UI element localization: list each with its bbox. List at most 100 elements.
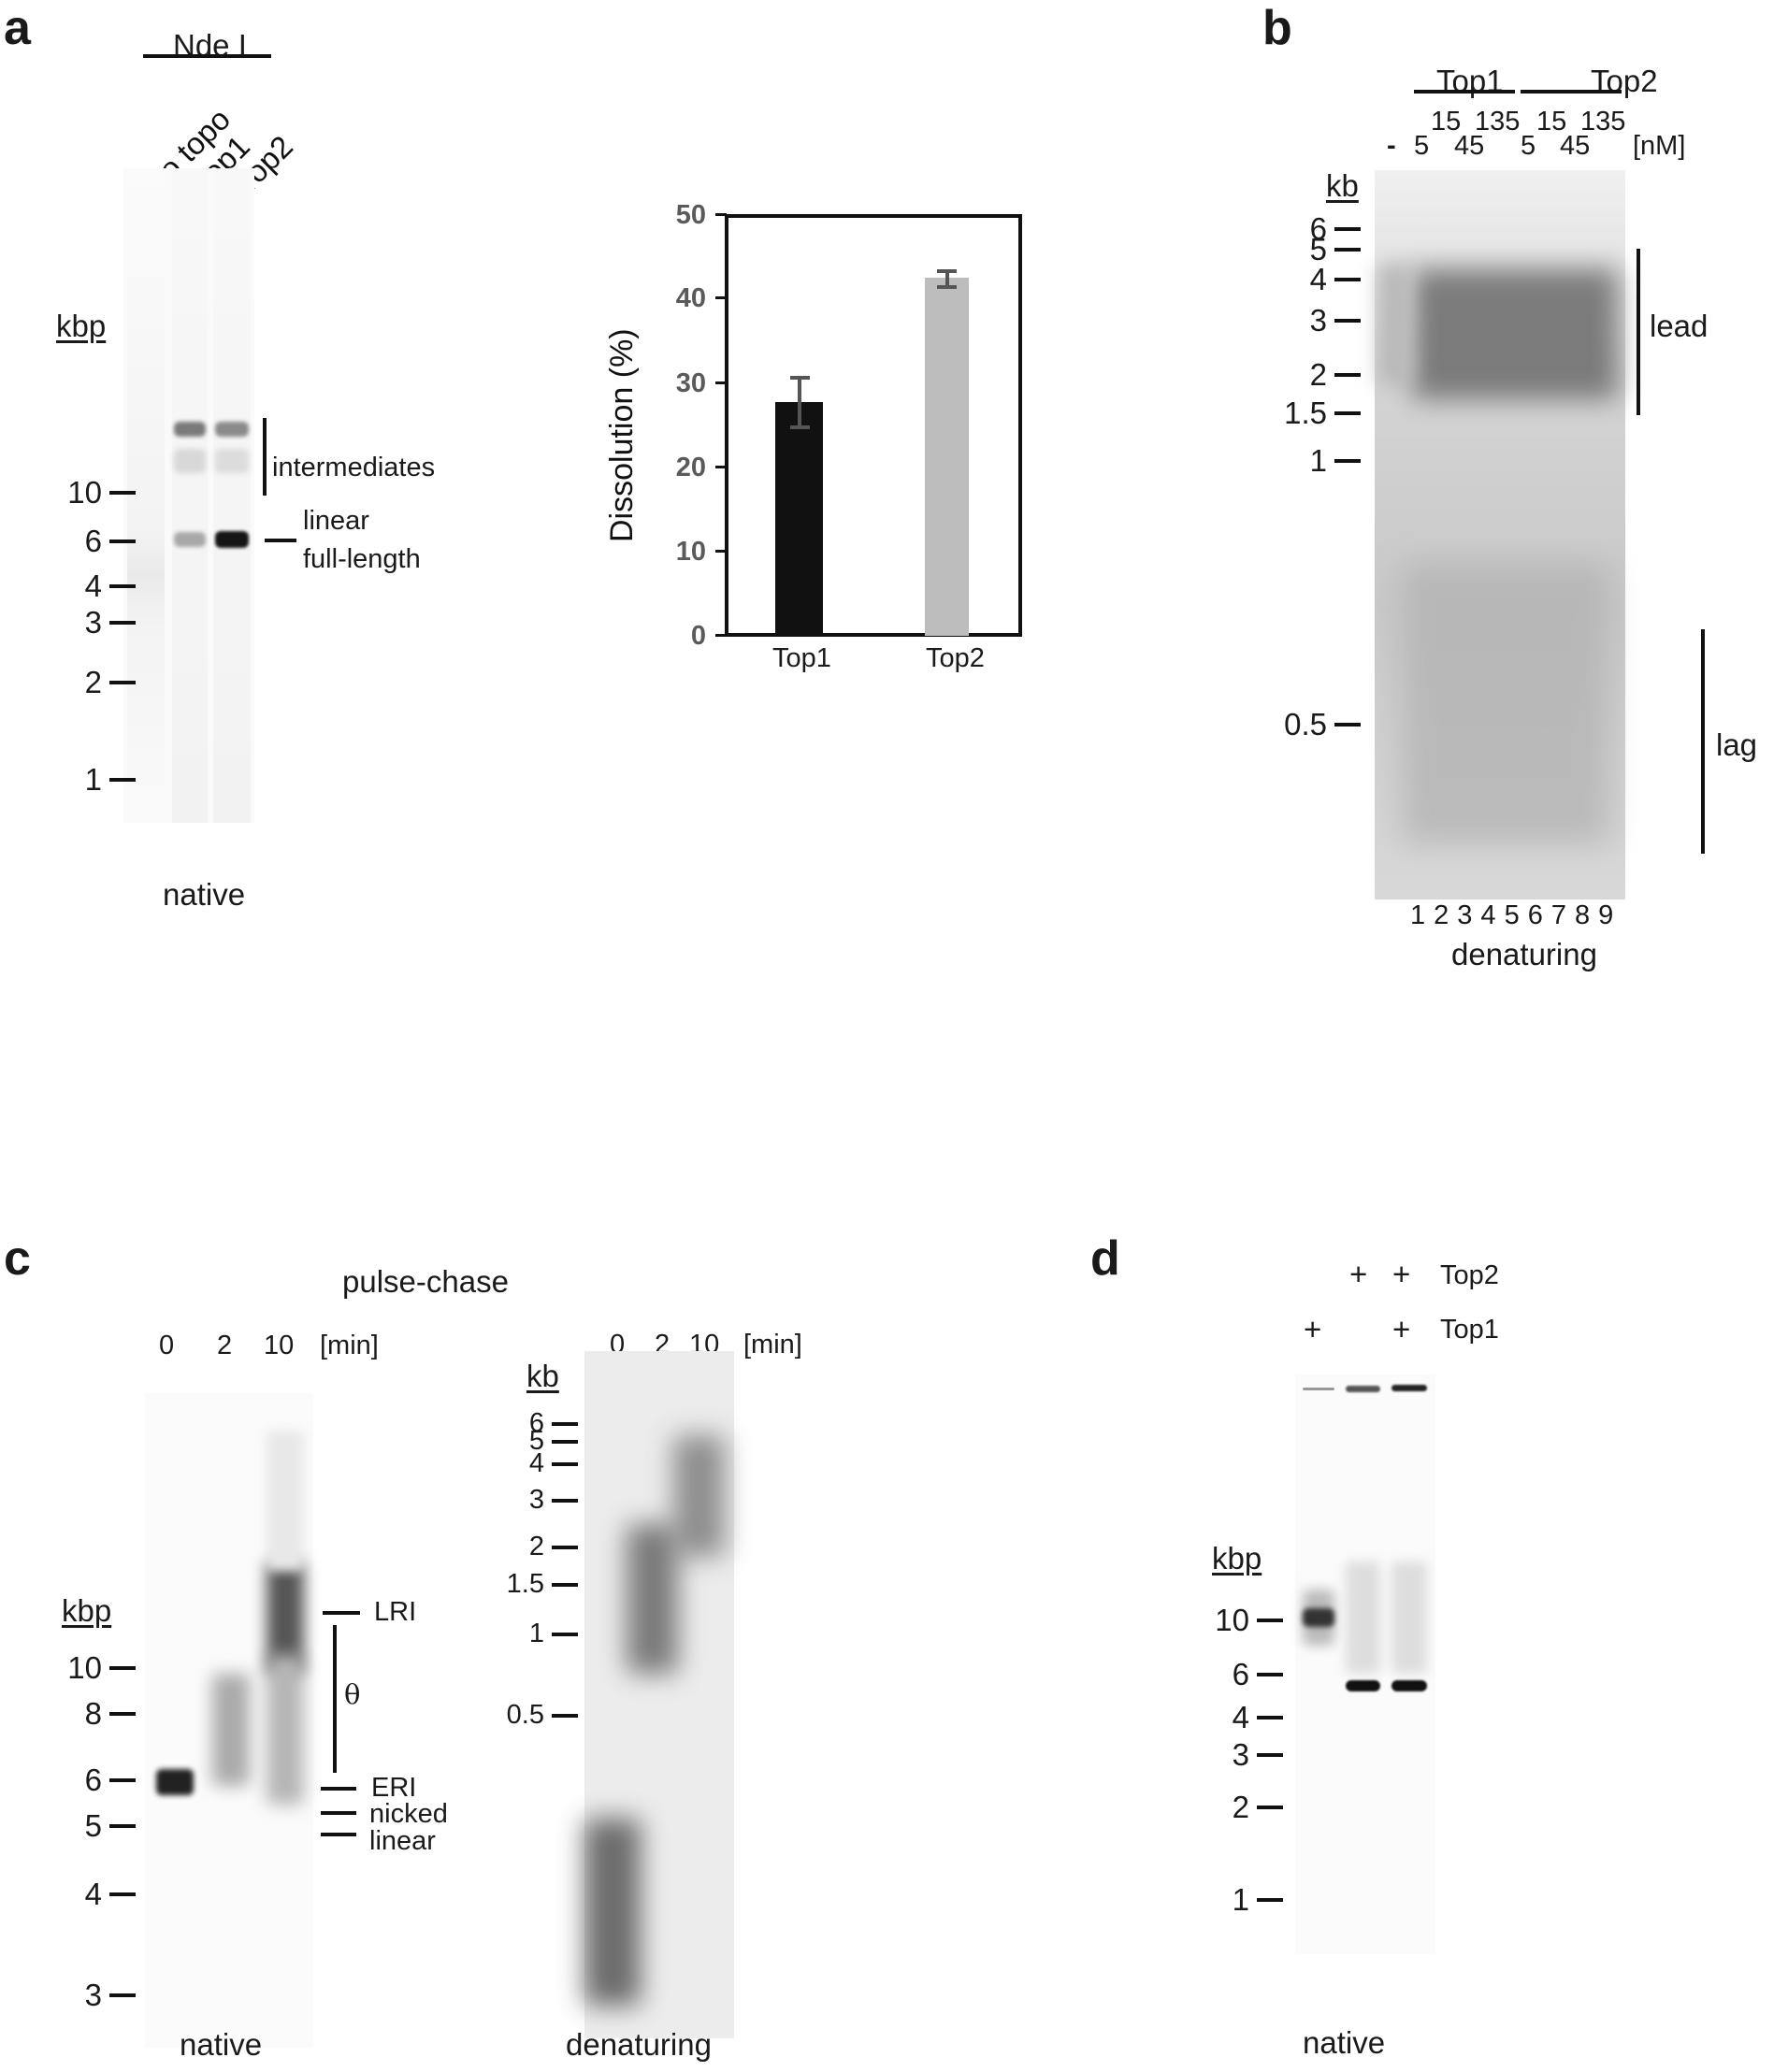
plus-top2-lane3: + xyxy=(1392,1257,1411,1291)
unit-kbp-d: kbp xyxy=(1212,1541,1262,1576)
marker-4: 4 xyxy=(486,1450,578,1477)
ytick-20 xyxy=(715,466,727,468)
marker-3: 3 xyxy=(1291,305,1361,336)
gel-type-denaturing-c: denaturing xyxy=(566,2027,712,2062)
marker-5: 5 xyxy=(486,1428,578,1455)
marker-2: 2 xyxy=(1291,359,1361,390)
ytick-label-0: 0 xyxy=(690,621,706,651)
lag-bracket xyxy=(1701,629,1705,854)
marker-10: 10 xyxy=(37,1652,136,1683)
intermediates-label: intermediates xyxy=(272,453,436,482)
ytick-10 xyxy=(715,550,727,553)
band-lane1-10kbp xyxy=(1303,1608,1334,1627)
ytick-50 xyxy=(715,213,727,216)
conc-unit: [nM] xyxy=(1633,131,1686,161)
linear-indicator-line xyxy=(265,539,296,542)
ytick-label-10: 10 xyxy=(675,537,706,567)
pulse-chase-title: pulse-chase xyxy=(342,1264,509,1299)
ytick-label-30: 30 xyxy=(675,368,706,398)
lane-top1 xyxy=(172,168,208,823)
marker-4: 4 xyxy=(1188,1702,1283,1733)
time-unit-denat: [min] xyxy=(743,1330,802,1360)
marker-4: 4 xyxy=(1291,264,1361,295)
theta-label: θ xyxy=(344,1678,361,1710)
ytick-label-40: 40 xyxy=(675,283,706,313)
ytick-30 xyxy=(715,381,727,384)
marker-1: 1 xyxy=(1188,1884,1283,1915)
conc-45-top2: 45 xyxy=(1560,131,1591,161)
band-0min xyxy=(156,1769,194,1795)
gel-native-a xyxy=(123,168,254,823)
smear-lane3 xyxy=(1391,1561,1427,1674)
marker-4: 4 xyxy=(37,570,136,601)
conc-15-top2: 15 xyxy=(1536,107,1567,137)
marker-0-5: 0.5 xyxy=(486,1702,578,1729)
marker-2: 2 xyxy=(486,1533,578,1561)
y-axis-label: Dissolution (%) xyxy=(604,328,640,542)
lead-bracket xyxy=(1637,249,1640,415)
gel-native-c xyxy=(145,1393,313,2048)
conc-135-top1: 135 xyxy=(1475,107,1521,137)
well-lane1 xyxy=(1303,1388,1334,1390)
row-label-top2: Top2 xyxy=(1440,1260,1499,1290)
panel-letter-c: c xyxy=(4,1231,31,1286)
gel-type-native-d: native xyxy=(1303,2025,1386,2060)
errorbar-top2-cap-high xyxy=(937,269,957,273)
ytick-label-50: 50 xyxy=(675,200,706,230)
errorbar-top1-cap-high xyxy=(790,376,810,380)
marker-3: 3 xyxy=(37,1979,136,2010)
band-lane2-6kbp xyxy=(1346,1680,1380,1691)
lane-top2 xyxy=(213,168,251,823)
row-label-top1: Top1 xyxy=(1440,1315,1499,1345)
marker-3: 3 xyxy=(37,607,136,638)
lead-label: lead xyxy=(1650,309,1709,343)
time-2-native: 2 xyxy=(217,1331,233,1360)
marker-2: 2 xyxy=(1188,1791,1283,1822)
gel-denaturing-b xyxy=(1375,170,1625,899)
conc-135-top2: 135 xyxy=(1580,107,1626,137)
plus-top1-lane3: + xyxy=(1392,1312,1411,1346)
marker-6: 6 xyxy=(1291,213,1361,244)
linear-label: linear xyxy=(303,506,369,536)
conc-15-top1: 15 xyxy=(1431,107,1462,137)
marker-1: 1 xyxy=(1291,445,1361,476)
unit-kb-c: kb xyxy=(526,1359,559,1393)
errorbar-top2 xyxy=(945,270,949,286)
gel-denaturing-c xyxy=(584,1351,734,2038)
ytick-label-20: 20 xyxy=(675,453,706,482)
errorbar-top1 xyxy=(798,377,801,426)
marker-5: 5 xyxy=(1291,234,1361,265)
errorbar-top1-cap-low xyxy=(790,425,810,429)
full-length-label: full-length xyxy=(303,544,421,574)
theta-bracket xyxy=(333,1625,337,1773)
marker-10: 10 xyxy=(37,477,136,508)
nicked-label: nicked xyxy=(369,1799,448,1829)
smear-top2 xyxy=(215,449,249,473)
eri-label: ERI xyxy=(371,1773,417,1803)
gel-type-native-c: native xyxy=(180,2027,263,2062)
enzyme-bracket-line xyxy=(143,54,271,58)
time-unit-native: [min] xyxy=(320,1331,379,1360)
band-top2-intermediate xyxy=(215,422,249,437)
top2-bracket-line xyxy=(1521,90,1622,94)
marker-3: 3 xyxy=(1188,1739,1283,1770)
bar-top2 xyxy=(925,278,969,636)
marker-10: 10 xyxy=(1188,1604,1283,1635)
lane-no-topo xyxy=(127,168,165,823)
linear-line xyxy=(321,1833,356,1836)
smear-lag xyxy=(1403,563,1608,843)
band-0min-denat xyxy=(584,1819,641,2006)
marker-2: 2 xyxy=(37,667,136,698)
x-label-top1: Top1 xyxy=(772,643,831,673)
eri-line xyxy=(321,1787,356,1791)
bar-top1 xyxy=(775,402,823,636)
conc-5-top2: 5 xyxy=(1521,131,1536,161)
nicked-line xyxy=(321,1811,356,1815)
well-lane2 xyxy=(1346,1386,1380,1392)
errorbar-top2-cap-low xyxy=(937,285,957,289)
unit-kbp-c: kbp xyxy=(62,1593,112,1628)
panel-letter-a: a xyxy=(4,1,31,55)
smear-10min-top xyxy=(267,1431,304,1571)
lri-label: LRI xyxy=(374,1597,417,1627)
lri-line xyxy=(323,1611,360,1615)
